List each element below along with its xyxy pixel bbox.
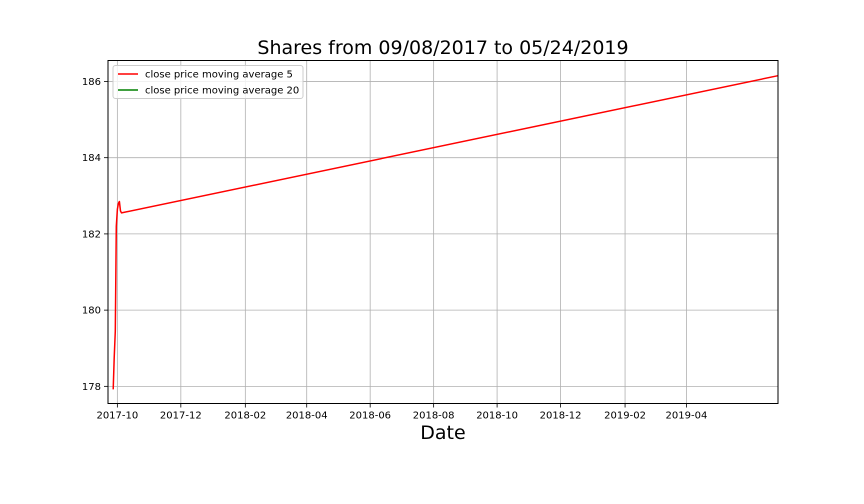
x-tick-label: 2019-04 <box>666 411 708 422</box>
y-axis: 178 180 182 184 186 <box>82 77 108 393</box>
x-axis-label: Date <box>420 422 465 444</box>
x-tick-label: 2018-12 <box>540 411 582 422</box>
y-tick-label: 182 <box>82 229 101 240</box>
x-tick-label: 2018-10 <box>476 411 518 422</box>
legend-label: close price moving average 20 <box>145 86 299 97</box>
x-tick-label: 2019-02 <box>604 411 646 422</box>
x-tick-label: 2017-10 <box>96 411 138 422</box>
y-tick-label: 186 <box>82 77 101 88</box>
grid <box>108 60 778 404</box>
x-tick-label: 2018-08 <box>413 411 455 422</box>
chart-title: Shares from 09/08/2017 to 05/24/2019 <box>257 37 628 59</box>
x-axis: 2017-10 2017-12 2018-02 2018-04 2018-06 2018-… <box>96 403 708 422</box>
y-tick-label: 178 <box>82 382 101 393</box>
plot-frame <box>107 60 779 404</box>
legend-label: close price moving average 5 <box>145 70 293 81</box>
series-line-1 <box>112 74 779 390</box>
x-tick-label: 2018-02 <box>224 411 266 422</box>
series-layer <box>112 74 779 390</box>
x-tick-label: 2017-12 <box>160 411 202 422</box>
y-tick-label: 180 <box>82 306 101 317</box>
y-tick-label: 184 <box>82 153 101 164</box>
x-tick-label: 2018-04 <box>286 411 328 422</box>
legend-box <box>112 65 304 99</box>
legend: close price moving average 5 close price … <box>112 65 304 99</box>
x-tick-label: 2018-06 <box>349 411 391 422</box>
